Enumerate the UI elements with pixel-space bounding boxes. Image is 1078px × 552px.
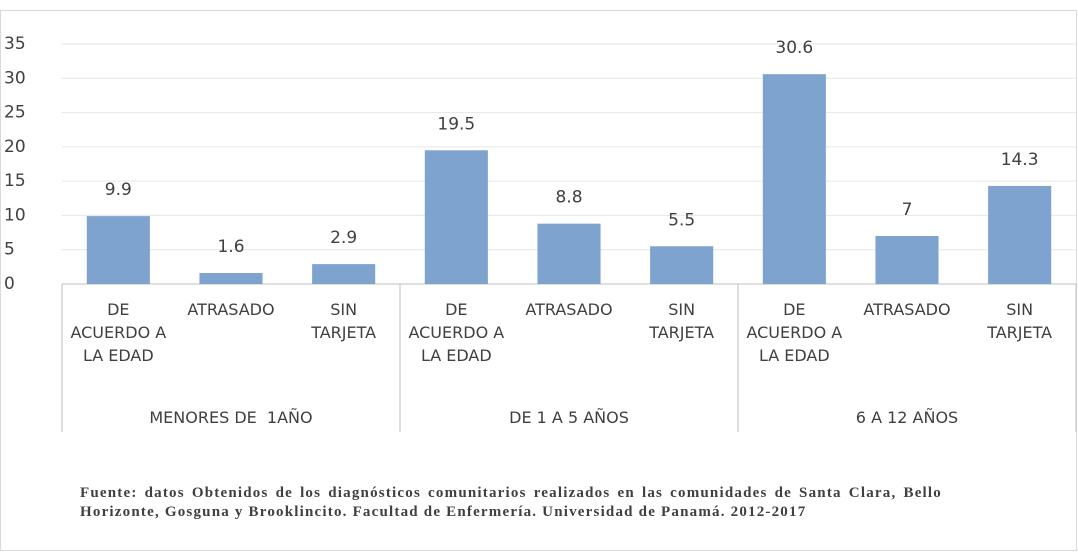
bar: [988, 185, 1052, 284]
data-label: 9.9: [105, 180, 132, 200]
data-label: 1.6: [217, 237, 244, 257]
y-tick-label: 30: [4, 68, 26, 88]
x-tick-label: SIN TARJETA: [311, 300, 377, 342]
y-tick-label: 35: [4, 34, 26, 54]
bar: [199, 273, 263, 284]
x-tick-label: DE ACUERDO A LA EDAD: [70, 300, 167, 365]
data-label: 2.9: [330, 228, 357, 248]
chart-frame: [0, 10, 1077, 551]
y-tick-label: 25: [4, 103, 26, 123]
bar: [537, 223, 601, 284]
x-tick-label: SIN TARJETA: [987, 300, 1053, 342]
x-tick-label: SIN TARJETA: [649, 300, 715, 342]
x-tick-label: ATRASADO: [525, 300, 613, 319]
data-label: 7: [902, 200, 913, 220]
group-label: MENORES DE 1AÑO: [149, 408, 313, 427]
y-tick-label: 10: [4, 205, 26, 225]
group-label: 6 A 12 AÑOS: [855, 408, 959, 427]
bar: [312, 264, 376, 284]
bar: [424, 150, 488, 284]
x-tick-label: ATRASADO: [863, 300, 951, 319]
bar: [762, 74, 826, 285]
bar: [650, 246, 714, 284]
source-note: Fuente: datos Obtenidos de los diagnósti…: [80, 485, 942, 520]
x-tick-label: DE ACUERDO A LA EDAD: [746, 300, 843, 365]
x-tick-label: DE ACUERDO A LA EDAD: [408, 300, 505, 365]
data-label: 5.5: [668, 210, 695, 230]
y-tick-label: 0: [4, 274, 15, 294]
data-label: 19.5: [437, 114, 475, 134]
data-label: 30.6: [775, 38, 813, 58]
y-tick-label: 15: [4, 171, 26, 191]
y-tick-label: 5: [4, 240, 15, 260]
bar: [86, 216, 150, 284]
group-label: DE 1 A 5 AÑOS: [509, 408, 629, 427]
data-label: 8.8: [555, 188, 582, 208]
x-tick-label: ATRASADO: [187, 300, 275, 319]
y-tick-label: 20: [4, 137, 26, 157]
bar: [875, 236, 939, 284]
data-label: 14.3: [1001, 150, 1039, 170]
